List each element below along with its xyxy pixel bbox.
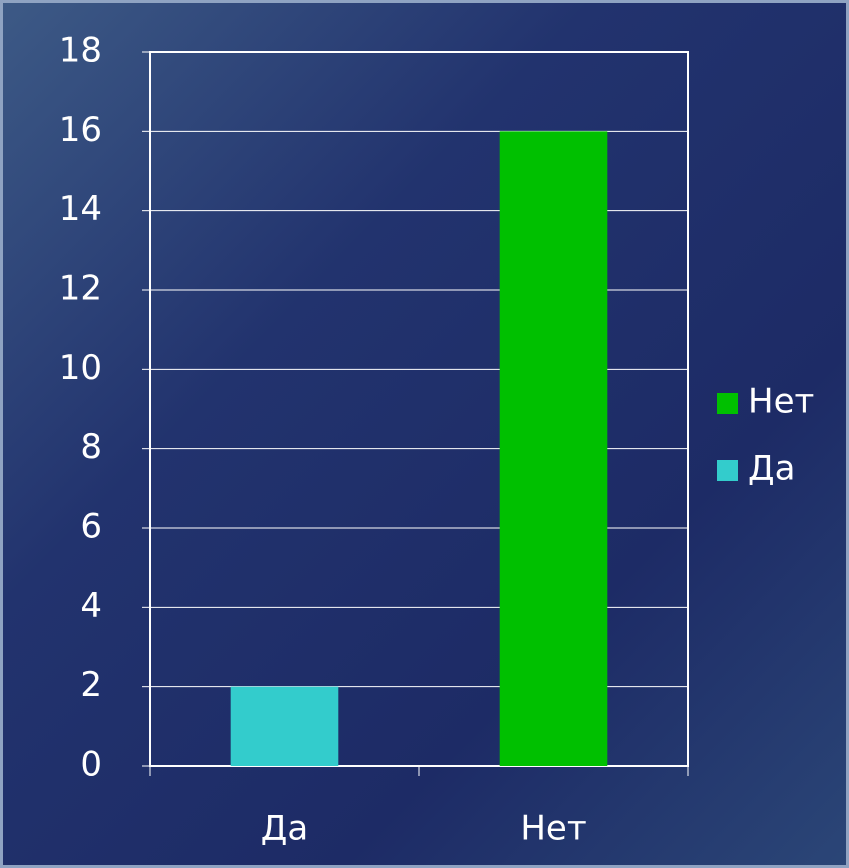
y-tick-label: 10 bbox=[59, 348, 102, 388]
y-tick-label: 2 bbox=[80, 665, 102, 705]
y-tick-label: 12 bbox=[59, 269, 102, 309]
legend-label: Нет bbox=[748, 382, 814, 422]
bar bbox=[230, 686, 339, 766]
legend-swatch bbox=[717, 393, 738, 414]
x-tick-label: Да bbox=[261, 809, 308, 849]
y-tick-label: 16 bbox=[59, 110, 102, 150]
y-tick-label: 8 bbox=[80, 427, 102, 467]
y-tick-label: 6 bbox=[80, 507, 102, 547]
bar bbox=[499, 131, 608, 767]
y-tick-label: 4 bbox=[80, 586, 102, 626]
y-tick-label: 14 bbox=[59, 189, 102, 229]
y-tick-label: 0 bbox=[80, 745, 102, 785]
legend-swatch bbox=[717, 460, 738, 481]
y-tick-label: 18 bbox=[59, 31, 102, 71]
legend-label: Да bbox=[748, 449, 795, 489]
x-tick-label: Нет bbox=[520, 809, 586, 849]
